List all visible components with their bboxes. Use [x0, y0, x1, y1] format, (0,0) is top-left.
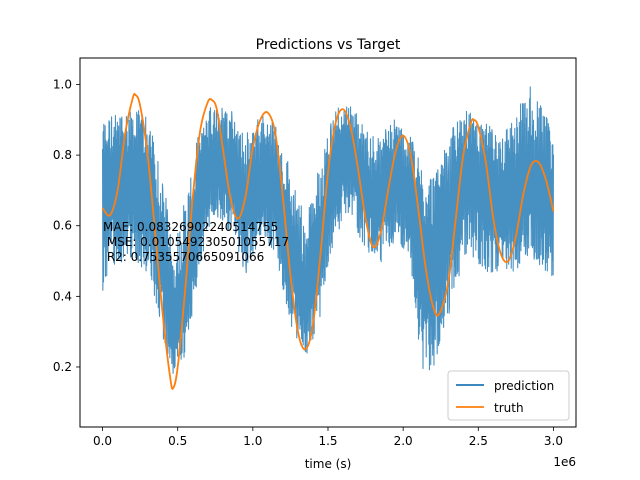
x-axis-label: time (s): [305, 457, 352, 471]
y-tick-label: 0.2: [53, 360, 72, 374]
x-tick-label: 0.5: [168, 434, 187, 448]
plot-area: [101, 86, 555, 390]
series-line-truth: [101, 93, 555, 390]
x-tick-label: 1.5: [318, 434, 337, 448]
y-tick-label: 0.4: [53, 289, 72, 303]
series-line-prediction: [102, 86, 554, 374]
x-axis-offset-label: 1e6: [553, 455, 576, 469]
chart-title: Predictions vs Target: [256, 37, 401, 53]
y-tick-label: 0.6: [53, 219, 72, 233]
annotation-line-mae: MAE: 0.08326902240514755: [103, 220, 278, 234]
y-axis: 0.2 0.4 0.6 0.8 1.0: [53, 77, 80, 374]
legend-label-truth: truth: [494, 401, 524, 415]
metrics-annotation: MAE: 0.08326902240514755 MSE: 0.01054923…: [103, 220, 289, 264]
annotation-line-mse: MSE: 0.010549230501055717: [103, 235, 289, 249]
y-tick-label: 1.0: [53, 77, 72, 91]
x-tick-label: 1.0: [243, 434, 262, 448]
x-tick-label: 2.0: [394, 434, 413, 448]
annotation-line-r2: R2: 0.7535570665091066: [103, 250, 264, 264]
legend-label-prediction: prediction: [494, 379, 554, 393]
x-tick-label: 2.5: [469, 434, 488, 448]
x-tick-label: 3.0: [544, 434, 563, 448]
y-tick-label: 0.8: [53, 148, 72, 162]
x-tick-label: 0.0: [93, 434, 112, 448]
x-axis: 0.0 0.5 1.0 1.5 2.0 2.5 3.0: [93, 427, 563, 448]
legend: prediction truth: [447, 370, 570, 421]
